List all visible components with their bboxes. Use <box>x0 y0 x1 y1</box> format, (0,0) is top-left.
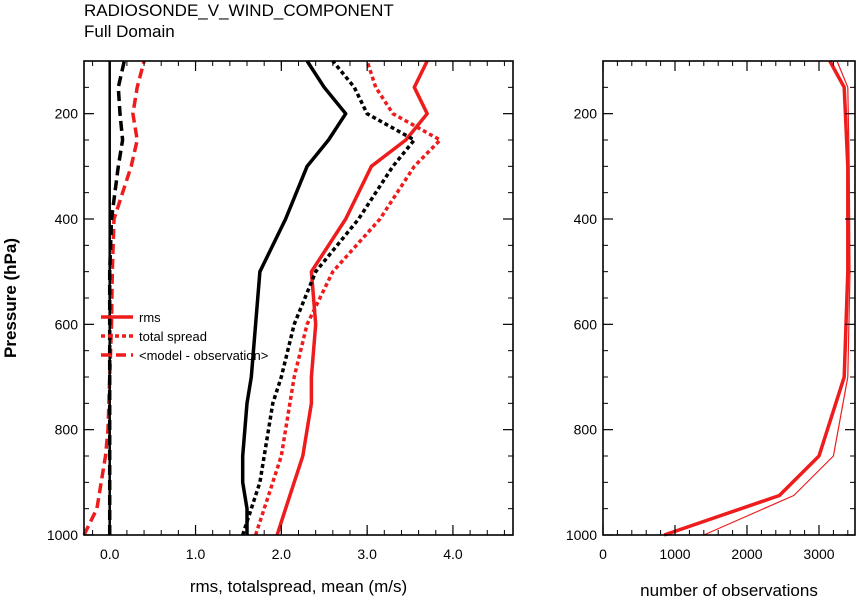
x-tick-label: 3.0 <box>357 546 377 562</box>
y-tick-label: 1000 <box>566 527 597 543</box>
legend-label: total spread <box>139 329 207 344</box>
y-tick-label: 200 <box>55 106 79 122</box>
y-tick-label: 400 <box>574 211 598 227</box>
chart-subtitle: Full Domain <box>84 22 175 41</box>
chart-title: RADIOSONDE_V_WIND_COMPONENT <box>84 1 394 20</box>
x-tick-label: 0.0 <box>100 546 120 562</box>
x-tick-label: 1.0 <box>186 546 206 562</box>
plot-frame <box>602 60 856 536</box>
x-tick-label: 3000 <box>803 546 834 562</box>
x-axis-label: number of observations <box>640 581 818 600</box>
y-tick-label: 600 <box>574 316 598 332</box>
x-axis-label: rms, totalspread, mean (m/s) <box>190 577 407 596</box>
x-tick-label: 0 <box>599 546 607 562</box>
y-tick-label: 600 <box>55 316 79 332</box>
legend-label: rms <box>139 310 161 325</box>
series-line-solid-0 <box>663 60 850 537</box>
y-tick-label: 200 <box>574 106 598 122</box>
y-tick-label: 800 <box>55 422 79 438</box>
x-tick-label: 2.0 <box>272 546 292 562</box>
y-tick-label: 400 <box>55 211 79 227</box>
y-tick-label: 800 <box>574 422 598 438</box>
y-tick-label: 1000 <box>47 527 78 543</box>
series-line-dashed-2 <box>82 60 146 536</box>
series-line-dotted-1 <box>253 60 442 536</box>
y-axis-label: Pressure (hPa) <box>1 238 20 358</box>
x-tick-label: 4.0 <box>443 546 463 562</box>
series-line-solid-1 <box>703 60 851 536</box>
series-line-solid-3 <box>240 60 348 535</box>
x-tick-label: 2000 <box>731 546 762 562</box>
series-line-dotted-4 <box>241 59 417 536</box>
x-tick-label: 1000 <box>659 546 690 562</box>
left-panel: 0.0 1.0 2.0 3.0 4.0 200 400 600 800 1000 rms, tota… <box>1 59 514 596</box>
legend-label: <model - observation> <box>139 348 268 363</box>
series-line-solid-0 <box>275 60 429 536</box>
